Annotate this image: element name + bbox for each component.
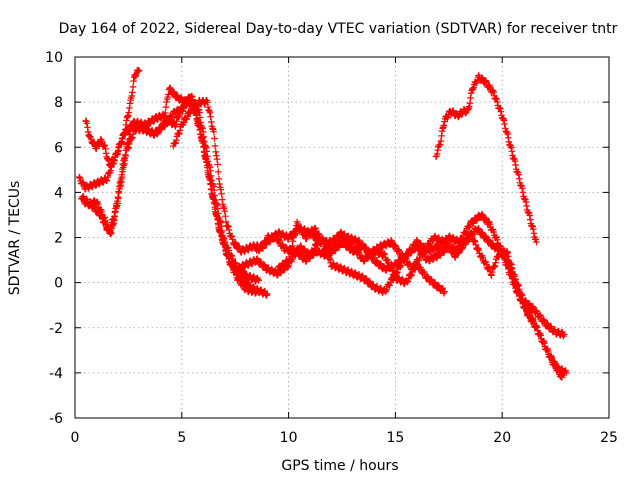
x-tick-label: 10 <box>280 430 298 446</box>
series-track-markers <box>432 72 540 246</box>
x-tick-labels: 0 5 10 15 20 25 <box>71 430 618 446</box>
y-tick-label: 10 <box>45 50 63 66</box>
data-series <box>76 66 570 381</box>
x-tick-label: 0 <box>71 430 80 446</box>
y-tick-label: -6 <box>49 411 63 427</box>
axis-ticks <box>74 56 610 419</box>
y-tick-label: 4 <box>54 185 63 201</box>
x-axis-label: GPS time / hours <box>281 458 398 474</box>
y-tick-label: 0 <box>54 276 63 292</box>
x-tick-label: 25 <box>600 430 618 446</box>
y-tick-label: -4 <box>49 366 63 382</box>
y-tick-label: 6 <box>54 140 63 156</box>
y-tick-label: 2 <box>54 231 63 247</box>
series-track-markers <box>274 210 570 377</box>
y-axis-label: SDTVAR / TECUs <box>7 181 23 296</box>
y-tick-label: -2 <box>49 321 63 337</box>
y-tick-label: 8 <box>54 95 63 111</box>
x-tick-label: 20 <box>493 430 511 446</box>
y-tick-labels: -6 -4 -2 0 2 4 6 8 10 <box>45 50 63 427</box>
series-track-markers <box>82 84 260 297</box>
x-tick-label: 5 <box>177 430 186 446</box>
x-tick-label: 15 <box>386 430 404 446</box>
chart-title: Day 164 of 2022, Sidereal Day-to-day VTE… <box>59 21 618 37</box>
